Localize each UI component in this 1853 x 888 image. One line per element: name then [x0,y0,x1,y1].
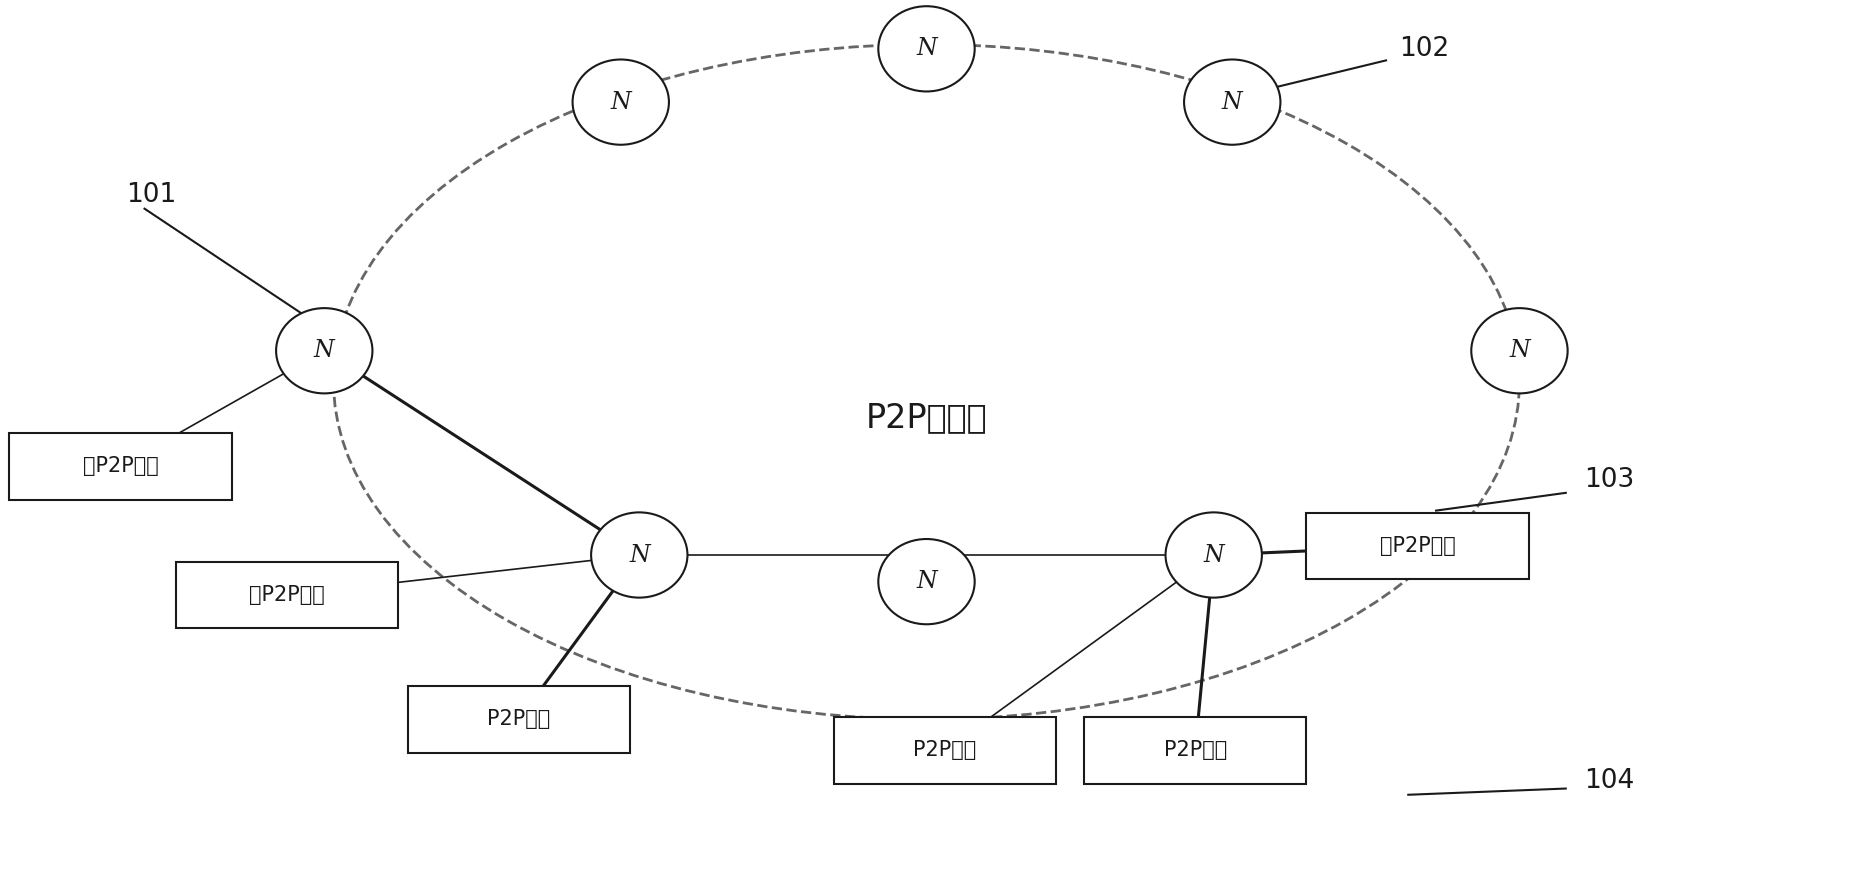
Ellipse shape [591,512,687,598]
Text: 101: 101 [126,182,176,209]
Text: 非P2P终端: 非P2P终端 [83,456,158,476]
Text: N: N [1203,543,1225,567]
Text: 104: 104 [1584,768,1634,795]
FancyBboxPatch shape [9,433,232,500]
Text: 非P2P终端: 非P2P终端 [250,585,324,605]
Ellipse shape [573,59,669,145]
Text: N: N [1508,339,1531,362]
Text: N: N [610,91,632,114]
FancyBboxPatch shape [408,686,630,753]
Text: N: N [1221,91,1243,114]
Ellipse shape [1166,512,1262,598]
FancyBboxPatch shape [1306,513,1529,580]
FancyBboxPatch shape [1084,718,1306,784]
Text: 非P2P终端: 非P2P终端 [1380,536,1455,556]
Text: N: N [915,570,938,593]
Text: N: N [313,339,335,362]
Text: 103: 103 [1584,466,1634,493]
Ellipse shape [276,308,372,393]
Ellipse shape [878,6,975,91]
FancyBboxPatch shape [834,718,1056,784]
Text: N: N [628,543,650,567]
Text: P2P终端: P2P终端 [914,741,977,760]
FancyBboxPatch shape [176,562,398,629]
Ellipse shape [1471,308,1568,393]
Text: P2P叠加网: P2P叠加网 [865,400,988,434]
Text: N: N [915,37,938,60]
Text: P2P终端: P2P终端 [1164,741,1227,760]
Ellipse shape [878,539,975,624]
Text: P2P终端: P2P终端 [487,710,550,729]
Ellipse shape [1184,59,1280,145]
Text: 102: 102 [1399,36,1449,62]
